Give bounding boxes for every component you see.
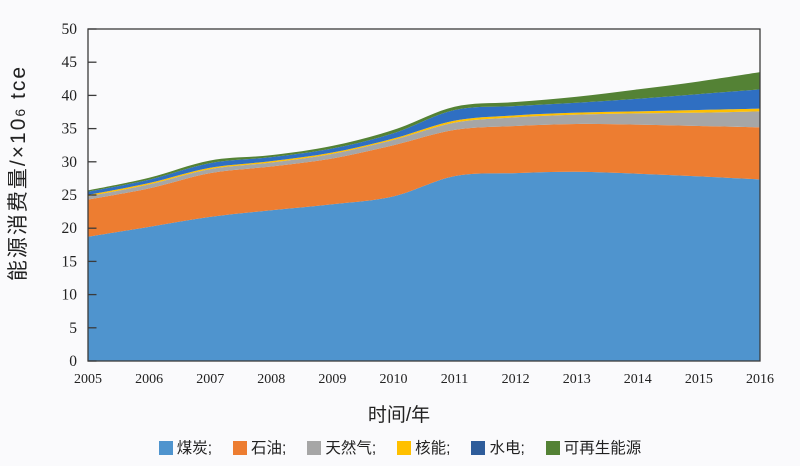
svg-text:2006: 2006: [135, 372, 163, 387]
svg-text:2012: 2012: [502, 372, 530, 387]
svg-text:50: 50: [62, 21, 78, 38]
svg-text:2013: 2013: [563, 372, 591, 387]
svg-text:2009: 2009: [318, 372, 346, 387]
svg-text:5: 5: [69, 320, 77, 337]
svg-text:2008: 2008: [257, 372, 285, 387]
svg-text:45: 45: [62, 54, 78, 71]
svg-text:0: 0: [69, 353, 77, 370]
svg-text:2016: 2016: [746, 372, 774, 387]
svg-text:20: 20: [62, 220, 78, 237]
svg-text:40: 40: [62, 87, 78, 104]
svg-text:2005: 2005: [74, 372, 102, 387]
svg-text:2014: 2014: [624, 372, 652, 387]
svg-text:25: 25: [62, 187, 78, 204]
svg-text:2015: 2015: [685, 372, 713, 387]
svg-text:2010: 2010: [380, 372, 408, 387]
svg-text:30: 30: [62, 154, 78, 171]
svg-text:2007: 2007: [196, 372, 224, 387]
svg-text:15: 15: [62, 253, 78, 270]
svg-text:35: 35: [62, 121, 78, 138]
svg-text:2011: 2011: [441, 372, 468, 387]
svg-text:10: 10: [62, 287, 78, 304]
